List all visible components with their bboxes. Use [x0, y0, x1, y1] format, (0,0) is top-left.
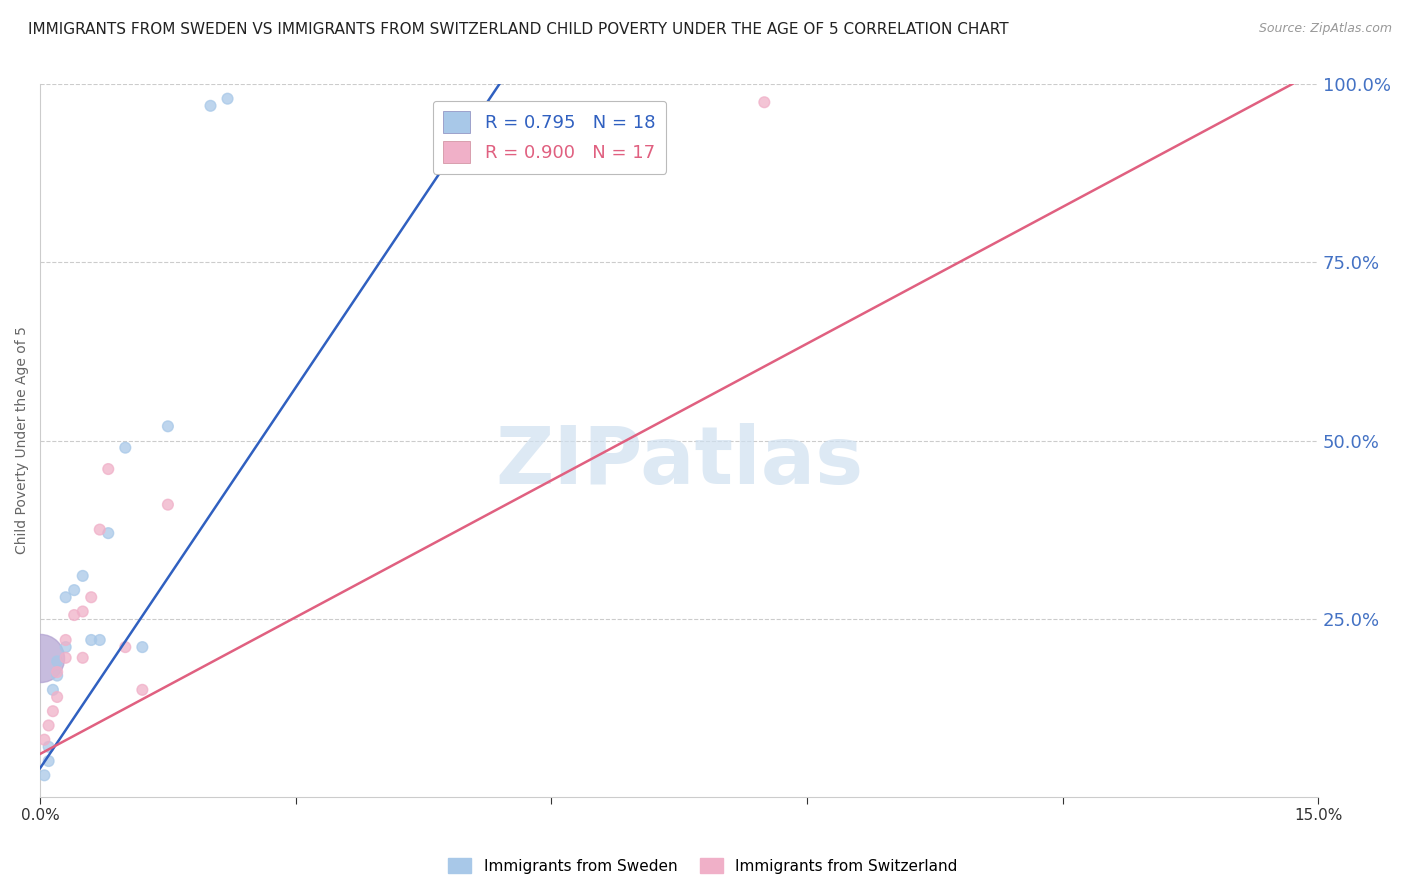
Point: [34, 768, 56, 782]
Point: [72, 650, 94, 665]
Point: [131, 640, 153, 654]
Point: [38, 754, 60, 768]
Legend: R = 0.795   N = 18, R = 0.900   N = 17: R = 0.795 N = 18, R = 0.900 N = 17: [433, 101, 666, 174]
Legend: Immigrants from Sweden, Immigrants from Switzerland: Immigrants from Sweden, Immigrants from …: [443, 852, 963, 880]
Point: [156, 419, 179, 434]
Point: [38, 718, 60, 732]
Point: [114, 640, 136, 654]
Point: [156, 498, 179, 512]
Point: [72, 569, 94, 583]
Point: [63, 608, 86, 623]
Point: [42, 682, 65, 697]
Point: [55, 650, 77, 665]
Point: [97, 526, 120, 541]
Point: [89, 523, 111, 537]
Point: [72, 605, 94, 619]
Point: [97, 462, 120, 476]
Text: ZIPatlas: ZIPatlas: [495, 423, 863, 501]
Point: [80, 591, 103, 605]
Point: [46, 690, 69, 704]
Point: [42, 704, 65, 718]
Point: [46, 665, 69, 679]
Point: [114, 441, 136, 455]
Point: [46, 668, 69, 682]
Point: [55, 640, 77, 654]
Point: [754, 95, 776, 110]
Text: Source: ZipAtlas.com: Source: ZipAtlas.com: [1258, 22, 1392, 36]
Point: [34, 732, 56, 747]
Point: [46, 654, 69, 668]
Point: [55, 632, 77, 647]
Point: [38, 739, 60, 754]
Point: [131, 682, 153, 697]
Point: [217, 92, 239, 106]
Point: [200, 99, 222, 113]
Point: [55, 591, 77, 605]
Point: [89, 632, 111, 647]
Point: [30, 650, 52, 665]
Y-axis label: Child Poverty Under the Age of 5: Child Poverty Under the Age of 5: [15, 326, 30, 555]
Point: [63, 583, 86, 598]
Point: [80, 632, 103, 647]
Text: IMMIGRANTS FROM SWEDEN VS IMMIGRANTS FROM SWITZERLAND CHILD POVERTY UNDER THE AG: IMMIGRANTS FROM SWEDEN VS IMMIGRANTS FRO…: [28, 22, 1008, 37]
